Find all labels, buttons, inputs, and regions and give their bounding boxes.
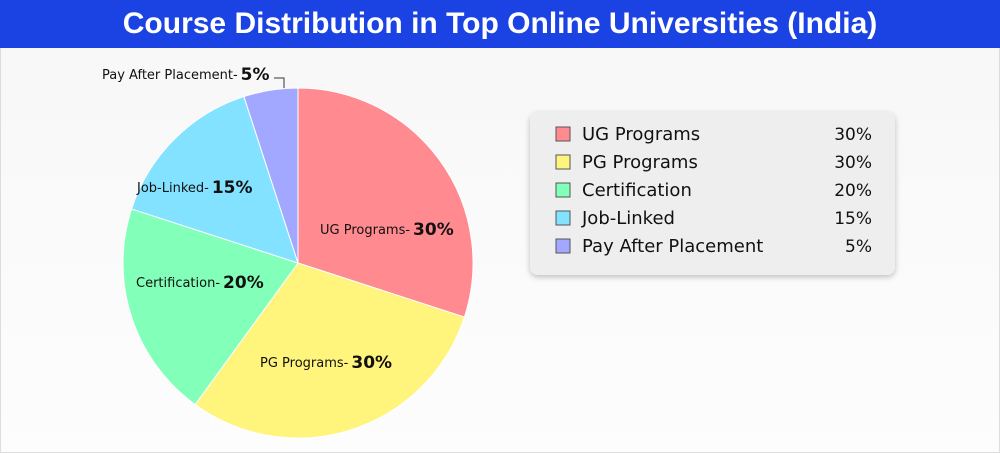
legend-swatch <box>555 182 571 198</box>
slice-label-name: Certification- <box>136 276 220 291</box>
legend-swatch <box>555 154 571 170</box>
legend-value: 15% <box>834 209 872 229</box>
slice-label-value: 15% <box>212 178 253 198</box>
legend-value: 30% <box>834 125 872 145</box>
leader-line <box>274 77 285 92</box>
slice-label: Job-Linked- 15% <box>136 178 253 198</box>
slice-label: Pay After Placement- 5% <box>102 65 270 85</box>
slice-label-name: UG Programs- <box>320 223 410 238</box>
pie-slice <box>297 87 474 318</box>
pie-slice <box>194 262 466 439</box>
slice-labels: UG Programs- 30%PG Programs- 30%Certificat… <box>102 65 454 373</box>
legend-box <box>530 112 895 275</box>
slice-label: Certification- 20% <box>136 273 264 293</box>
legend: UG Programs 30% PG Programs 30% Certificatio… <box>555 124 872 257</box>
chart-title: Course Distribution in Top Online Univer… <box>123 7 878 40</box>
slice-label-value: 20% <box>223 273 264 293</box>
legend-label: Job-Linked <box>581 208 675 229</box>
legend-label: PG Programs <box>582 152 698 173</box>
legend-label: UG Programs <box>582 124 700 145</box>
slice-label-name: Job-Linked- <box>136 181 209 196</box>
legend-swatch <box>555 238 571 254</box>
slice-label-value: 30% <box>413 220 454 240</box>
slice-label: PG Programs- 30% <box>260 353 392 373</box>
title-bar <box>0 0 1000 48</box>
legend-value: 20% <box>834 181 872 201</box>
legend-label: Certification <box>582 180 692 201</box>
pie <box>122 87 474 439</box>
slice-label-value: 5% <box>241 65 270 85</box>
legend-value: 5% <box>845 237 872 257</box>
legend-label: Pay After Placement <box>582 236 763 257</box>
pie-slice <box>122 208 299 406</box>
slice-label-name: Pay After Placement- <box>102 68 238 83</box>
slice-label-value: 30% <box>351 353 392 373</box>
legend-swatch <box>555 126 571 142</box>
pie-slice <box>243 87 299 264</box>
pie-slice <box>130 95 299 264</box>
slice-label-name: PG Programs- <box>260 356 349 371</box>
slice-label: UG Programs- 30% <box>320 220 454 240</box>
legend-swatch <box>555 210 571 226</box>
legend-value: 30% <box>834 153 872 173</box>
